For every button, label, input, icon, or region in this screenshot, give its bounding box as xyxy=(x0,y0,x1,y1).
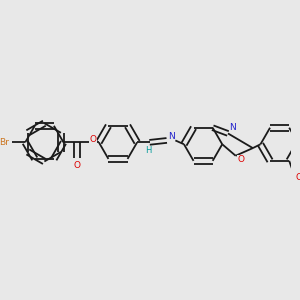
Text: O: O xyxy=(74,161,80,170)
Text: O: O xyxy=(90,135,97,144)
Text: O: O xyxy=(238,155,245,164)
Text: Br: Br xyxy=(0,138,9,147)
Text: N: N xyxy=(230,123,236,132)
Text: H: H xyxy=(146,146,152,155)
Text: O: O xyxy=(295,172,300,182)
Text: N: N xyxy=(168,132,175,141)
